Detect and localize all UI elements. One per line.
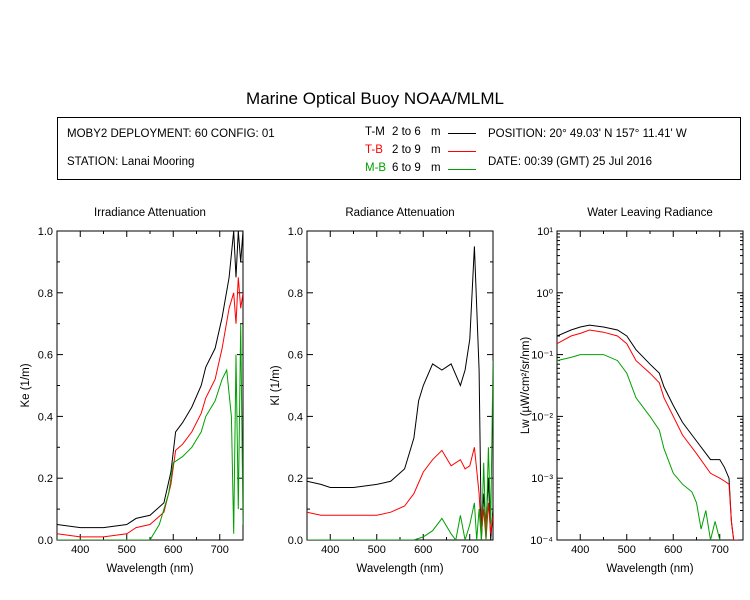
y-tick-label: 1.0 [288, 226, 303, 238]
series-line-t-b [307, 447, 493, 540]
legend-range-tm: 2 to 6 [392, 126, 421, 138]
legend-code-mb: M-B [365, 162, 387, 174]
x-tick-label: 700 [211, 544, 229, 556]
plot-frame [306, 230, 494, 541]
x-tick-label: 400 [71, 544, 89, 556]
legend-unit-tb: m [431, 144, 441, 156]
y-tick-label: 10⁻¹ [531, 350, 553, 362]
y-tick-label: 0.0 [288, 535, 303, 547]
x-axis-label: Wavelength (nm) [356, 563, 443, 575]
y-tick-label: 10⁻⁴ [530, 535, 553, 547]
series-line-t-b [557, 329, 739, 540]
y-axis-label: Ke (1/m) [20, 363, 32, 407]
plot-frame [556, 230, 744, 541]
x-tick-label: 600 [164, 544, 182, 556]
x-tick-label: 600 [664, 544, 682, 556]
x-tick-label: 500 [118, 544, 136, 556]
legend-line-tb [448, 151, 476, 152]
position-info: POSITION: 20° 49.03' N 157° 11.41' W [488, 128, 687, 140]
y-tick-label: 0.6 [288, 350, 303, 362]
legend-unit-tm: m [431, 126, 441, 138]
y-tick-label: 0.2 [38, 473, 53, 485]
date-info: DATE: 00:39 (GMT) 25 Jul 2016 [488, 156, 653, 168]
legend-line-mb [448, 169, 476, 170]
y-tick-label: 0.4 [288, 411, 303, 423]
y-tick-label: 10⁰ [536, 288, 553, 300]
series-line-m-b [57, 323, 243, 540]
x-axis-label: Wavelength (nm) [606, 563, 693, 575]
series-line-t-m [307, 246, 493, 540]
legend-code-tb: T-B [365, 144, 383, 156]
y-tick-label: 10¹ [537, 226, 553, 238]
deployment-info: MOBY2 DEPLOYMENT: 60 CONFIG: 01 [67, 128, 275, 140]
page-title: Marine Optical Buoy NOAA/MLML [246, 89, 504, 108]
info-box: MOBY2 DEPLOYMENT: 60 CONFIG: 01 STATION:… [57, 117, 741, 180]
series-line-t-m [557, 324, 739, 540]
x-tick-label: 700 [461, 544, 479, 556]
plot-frame [56, 230, 244, 541]
y-axis-label: Kl (1/m) [270, 365, 282, 405]
y-tick-label: 0.8 [288, 288, 303, 300]
y-tick-label: 10⁻² [531, 411, 553, 423]
station-info: STATION: Lanai Mooring [67, 156, 195, 168]
x-tick-label: 600 [414, 544, 432, 556]
chart-title: Water Leaving Radiance [587, 207, 713, 219]
chart-title: Radiance Attenuation [345, 207, 454, 219]
series-line-t-b [57, 277, 243, 538]
chart-panel-1: Irradiance Attenuation 400 500 600 700 0.0 0.2… [20, 207, 244, 575]
legend-code-tm: T-M [365, 126, 385, 138]
legend-line-tm [448, 133, 476, 134]
legend-range-mb: 6 to 9 [392, 162, 421, 174]
x-tick-label: 400 [571, 544, 589, 556]
y-tick-label: 0.4 [38, 411, 53, 423]
x-tick-label: 700 [711, 544, 729, 556]
y-axis-label: Lw (µW/cm²/sr/nm) [520, 337, 532, 435]
x-tick-label: 400 [321, 544, 339, 556]
y-tick-label: 0.8 [38, 288, 53, 300]
chart-panel-2: Radiance Attenuation 400 500 600 700 0.0 0.2 0.… [270, 207, 494, 575]
x-axis-label: Wavelength (nm) [106, 563, 193, 575]
legend-range-tb: 2 to 9 [392, 144, 421, 156]
y-tick-label: 0.2 [288, 473, 303, 485]
chart-panel-3: Water Leaving Radiance 400 500 600 700 10⁻⁴ 10… [520, 207, 744, 575]
chart-title: Irradiance Attenuation [94, 207, 206, 219]
y-tick-label: 10⁻³ [531, 473, 553, 485]
y-tick-label: 0.0 [38, 535, 53, 547]
y-tick-label: 0.6 [38, 350, 53, 362]
x-tick-label: 500 [368, 544, 386, 556]
x-tick-label: 500 [618, 544, 636, 556]
y-tick-label: 1.0 [38, 226, 53, 238]
series-line-m-b [557, 354, 721, 540]
series-line-m-b [307, 360, 493, 540]
series-line-t-m [57, 231, 243, 529]
legend-unit-mb: m [431, 162, 441, 174]
